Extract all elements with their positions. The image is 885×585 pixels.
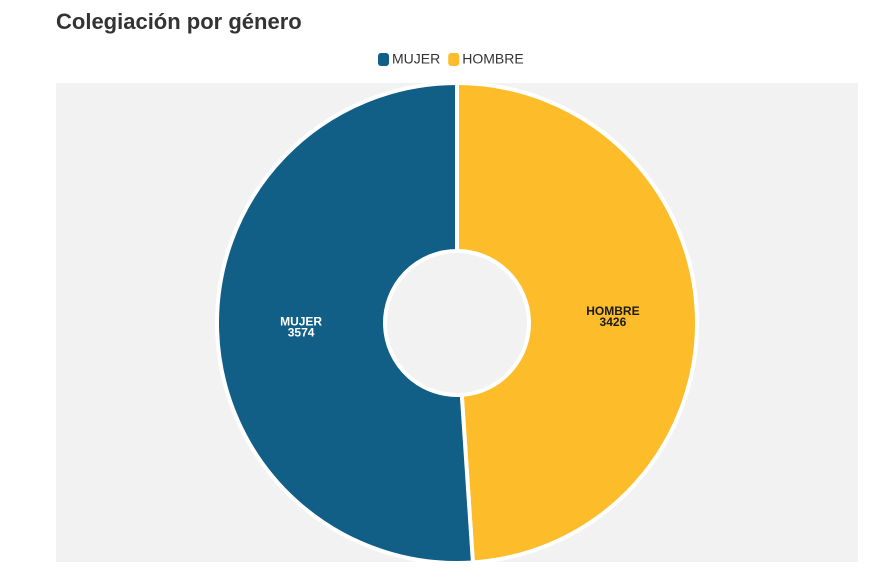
donut-slice	[215, 80, 476, 565]
legend-label: MUJER	[392, 51, 440, 67]
legend-item: MUJER	[378, 51, 440, 67]
legend-swatch	[378, 53, 389, 66]
slice-value: 3426	[600, 315, 627, 329]
legend-swatch	[448, 53, 460, 66]
legend-item: HOMBRE	[448, 51, 524, 67]
legend-label: HOMBRE	[462, 51, 523, 67]
chart-title: Colegiación por género	[56, 9, 302, 34]
slice-label: HOMBRE	[586, 304, 639, 318]
donut-slice	[455, 80, 699, 565]
slice-value: 3574	[288, 325, 315, 339]
slice-label: MUJER	[280, 314, 322, 328]
